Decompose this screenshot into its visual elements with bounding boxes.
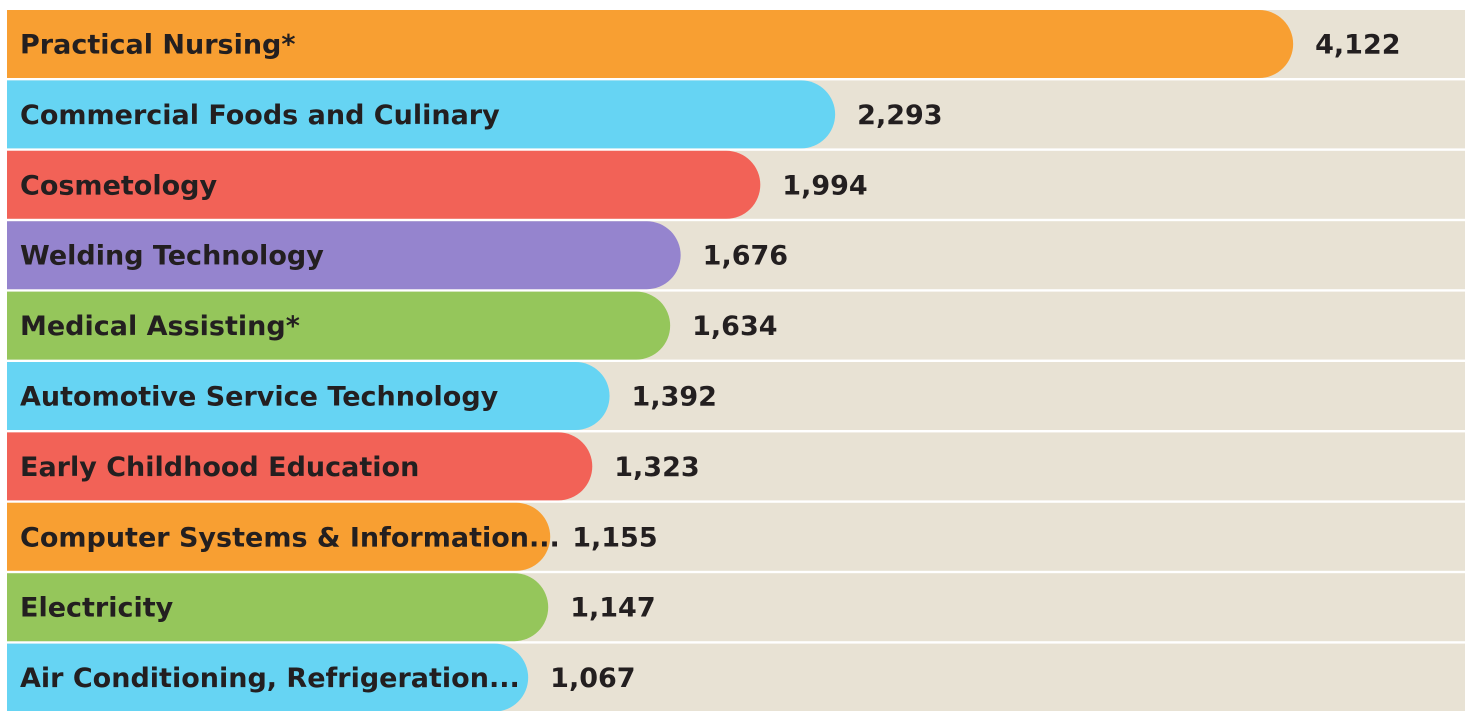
bar	[7, 80, 836, 149]
bar	[7, 573, 549, 642]
bar	[7, 150, 761, 219]
category-label: Cosmetology	[20, 170, 217, 201]
value-label: 1,147	[570, 593, 655, 624]
bar	[7, 362, 610, 430]
value-label: 2,293	[857, 100, 942, 131]
category-label: Air Conditioning, Refrigeration...	[20, 663, 520, 694]
bar	[7, 10, 1294, 78]
category-label: Welding Technology	[20, 241, 324, 272]
bar	[7, 221, 681, 290]
category-label: Practical Nursing*	[20, 30, 296, 61]
category-label: Medical Assisting*	[20, 311, 300, 342]
category-label: Automotive Service Technology	[20, 382, 499, 413]
category-label: Computer Systems & Information...	[20, 522, 560, 553]
bar	[7, 291, 671, 360]
value-label: 1,994	[782, 170, 867, 201]
value-label: 1,155	[572, 522, 657, 553]
value-label: 1,323	[614, 452, 699, 483]
category-label: Commercial Foods and Culinary	[20, 100, 500, 131]
value-label: 1,392	[632, 382, 717, 413]
bar	[7, 643, 529, 711]
bar	[7, 432, 593, 501]
category-label: Early Childhood Education	[20, 452, 419, 483]
category-label: Electricity	[20, 593, 174, 624]
value-label: 1,067	[550, 663, 635, 694]
value-label: 1,634	[692, 311, 777, 342]
bar	[7, 502, 551, 571]
value-label: 4,122	[1315, 30, 1400, 61]
value-label: 1,676	[703, 241, 788, 272]
